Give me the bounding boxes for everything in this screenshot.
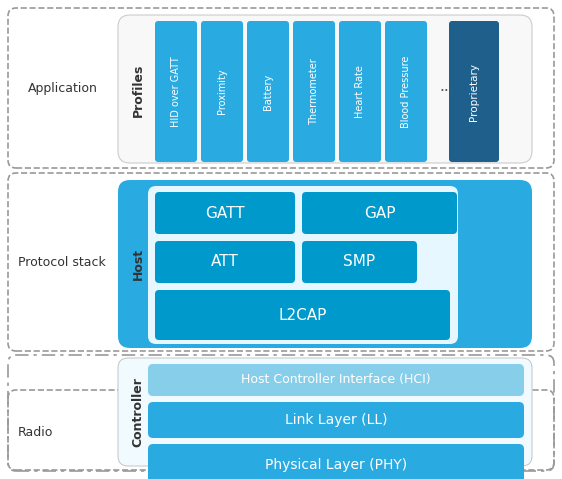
Text: SMP: SMP [343,254,375,270]
Text: Radio: Radio [18,425,53,438]
FancyBboxPatch shape [302,192,457,234]
Text: Host: Host [132,248,144,280]
FancyBboxPatch shape [201,21,243,162]
Text: Profiles: Profiles [132,63,144,117]
FancyBboxPatch shape [385,21,427,162]
Text: Blood Pressure: Blood Pressure [401,55,411,128]
FancyBboxPatch shape [449,21,499,162]
Text: Proximity: Proximity [217,68,227,114]
Text: Host Controller Interface (HCI): Host Controller Interface (HCI) [241,374,431,387]
FancyBboxPatch shape [148,186,458,344]
FancyBboxPatch shape [155,241,295,283]
Text: Proprietary: Proprietary [469,62,479,121]
Text: Physical Layer (PHY): Physical Layer (PHY) [265,458,407,472]
Text: Protocol stack: Protocol stack [18,255,106,269]
FancyBboxPatch shape [118,180,532,348]
Text: Link Layer (LL): Link Layer (LL) [285,413,387,427]
FancyBboxPatch shape [293,21,335,162]
FancyBboxPatch shape [155,290,450,340]
FancyBboxPatch shape [302,241,417,283]
Text: GAP: GAP [364,205,395,220]
FancyBboxPatch shape [247,21,289,162]
Text: Controller: Controller [132,377,144,447]
Text: ···: ··· [439,84,454,99]
FancyBboxPatch shape [118,15,532,163]
FancyBboxPatch shape [148,402,524,438]
FancyBboxPatch shape [155,21,197,162]
Text: Thermometer: Thermometer [309,58,319,125]
FancyBboxPatch shape [463,186,525,344]
FancyBboxPatch shape [148,364,524,396]
Text: Battery: Battery [263,73,273,110]
Text: ATT: ATT [211,254,239,270]
FancyBboxPatch shape [148,444,524,479]
Text: Heart Rate: Heart Rate [355,65,365,118]
Text: GATT: GATT [205,205,245,220]
FancyBboxPatch shape [339,21,381,162]
Text: Application: Application [28,81,98,94]
FancyBboxPatch shape [155,192,295,234]
FancyBboxPatch shape [118,358,532,466]
Text: L2CAP: L2CAP [278,308,327,322]
Text: HID over GATT: HID over GATT [171,56,181,127]
